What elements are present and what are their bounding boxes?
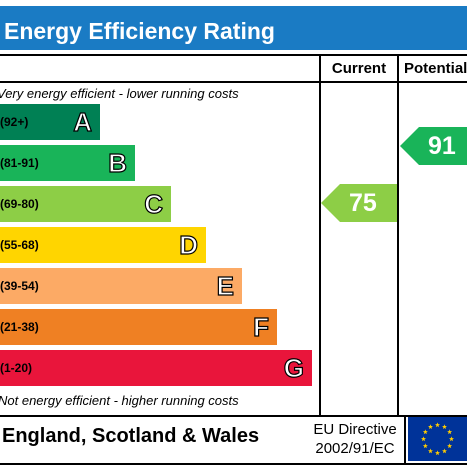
note-inefficient: Not energy efficient - higher running co…	[0, 393, 239, 408]
band-b: (81-91) B	[0, 145, 135, 181]
divider-footer	[404, 417, 406, 463]
band-range: (81-91)	[0, 156, 39, 170]
band-range: (21-38)	[0, 320, 39, 334]
column-header-current: Current	[331, 60, 387, 77]
chart-title: Energy Efficiency Rating	[4, 18, 275, 44]
current-arrow-shape	[321, 184, 397, 222]
frame-bottom-line	[0, 415, 467, 417]
band-letter: G	[283, 352, 304, 383]
current-rating-arrow: 75	[321, 184, 397, 222]
eu-star-icon	[422, 429, 428, 435]
eu-star-icon	[442, 424, 447, 429]
band-letter: D	[179, 229, 199, 260]
band-letter: C	[144, 188, 164, 219]
band-g: (1-20) G	[0, 350, 312, 386]
frame-base-line	[0, 463, 467, 465]
eu-directive-line1: EU Directive	[313, 421, 397, 438]
eu-star-icon	[447, 443, 453, 449]
eu-star-icon	[449, 436, 454, 442]
potential-arrow-shape	[400, 127, 467, 165]
band-letter: F	[253, 311, 270, 342]
eu-stars-icon	[421, 422, 454, 456]
note-efficient: Very energy efficient - lower running co…	[0, 86, 239, 101]
band-range: (1-20)	[0, 361, 33, 375]
title-bar: Energy Efficiency Rating	[0, 6, 467, 50]
eu-directive: EU Directive 2002/91/EC	[306, 420, 404, 458]
band-c: (69-80) C	[0, 186, 171, 222]
frame-header-line	[0, 81, 467, 83]
eu-star-icon	[435, 422, 440, 428]
eu-star-icon	[428, 448, 433, 454]
potential-rating-value: 91	[428, 132, 456, 160]
band-letter: B	[108, 147, 128, 178]
band-range: (39-54)	[0, 279, 39, 293]
eu-directive-line2: 2002/91/EC	[315, 440, 395, 457]
band-f: (21-38) F	[0, 309, 277, 345]
eu-star-icon	[421, 436, 426, 442]
potential-rating-arrow: 91	[400, 127, 467, 165]
eu-star-icon	[422, 443, 428, 449]
column-header-potential: Potential	[404, 60, 467, 77]
divider-current	[319, 54, 321, 417]
eu-star-icon	[447, 429, 453, 435]
divider-potential	[397, 54, 399, 417]
band-range: (92+)	[0, 115, 29, 129]
band-e: (39-54) E	[0, 268, 242, 304]
band-range: (55-68)	[0, 238, 39, 252]
band-letter: A	[73, 106, 93, 137]
band-a: (92+) A	[0, 104, 100, 140]
current-rating-value: 75	[349, 189, 377, 217]
band-d: (55-68) D	[0, 227, 206, 263]
footer-country: England, Scotland & Wales	[2, 425, 260, 447]
eu-flag-icon	[408, 417, 467, 461]
eu-star-icon	[428, 424, 433, 429]
eu-star-icon	[442, 448, 447, 454]
frame-top-line	[0, 54, 467, 56]
band-letter: E	[216, 270, 235, 301]
band-range: (69-80)	[0, 197, 39, 211]
eu-star-icon	[435, 450, 440, 456]
